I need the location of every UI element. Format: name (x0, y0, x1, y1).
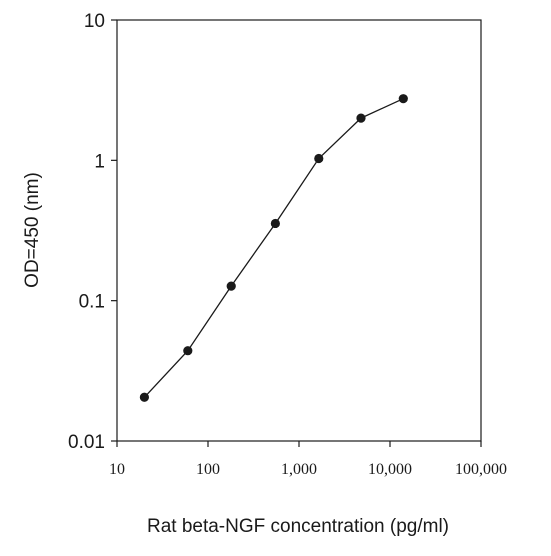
y-axis: 0.01 0.1 1 10 (68, 11, 117, 453)
series-layer (139, 94, 408, 402)
x-tick-label: 10 (109, 461, 125, 478)
data-point (270, 218, 280, 229)
data-point (139, 392, 149, 402)
y-tick-label: 0.01 (68, 432, 105, 453)
plot-area (116, 19, 482, 442)
y-tick-label: 1 (94, 151, 105, 172)
data-point (226, 281, 236, 291)
data-point (398, 94, 408, 104)
data-point (314, 153, 324, 164)
x-axis: 10 100 1,000 10,000 100,000 (109, 441, 507, 478)
x-axis-title: Rat beta-NGF concentration (pg/ml) (147, 516, 449, 537)
y-tick-label: 10 (84, 11, 105, 32)
x-tick-label: 100 (196, 461, 220, 478)
x-tick-label: 1,000 (281, 461, 317, 478)
x-tick-label: 10,000 (368, 461, 412, 478)
series-line (143, 98, 404, 398)
data-point (183, 346, 193, 356)
plot-frame (116, 19, 482, 442)
data-point (356, 113, 366, 123)
x-tick-label: 100,000 (455, 461, 507, 478)
y-axis-title: OD=450 (nm) (22, 172, 43, 288)
y-tick-label: 0.1 (79, 292, 105, 313)
